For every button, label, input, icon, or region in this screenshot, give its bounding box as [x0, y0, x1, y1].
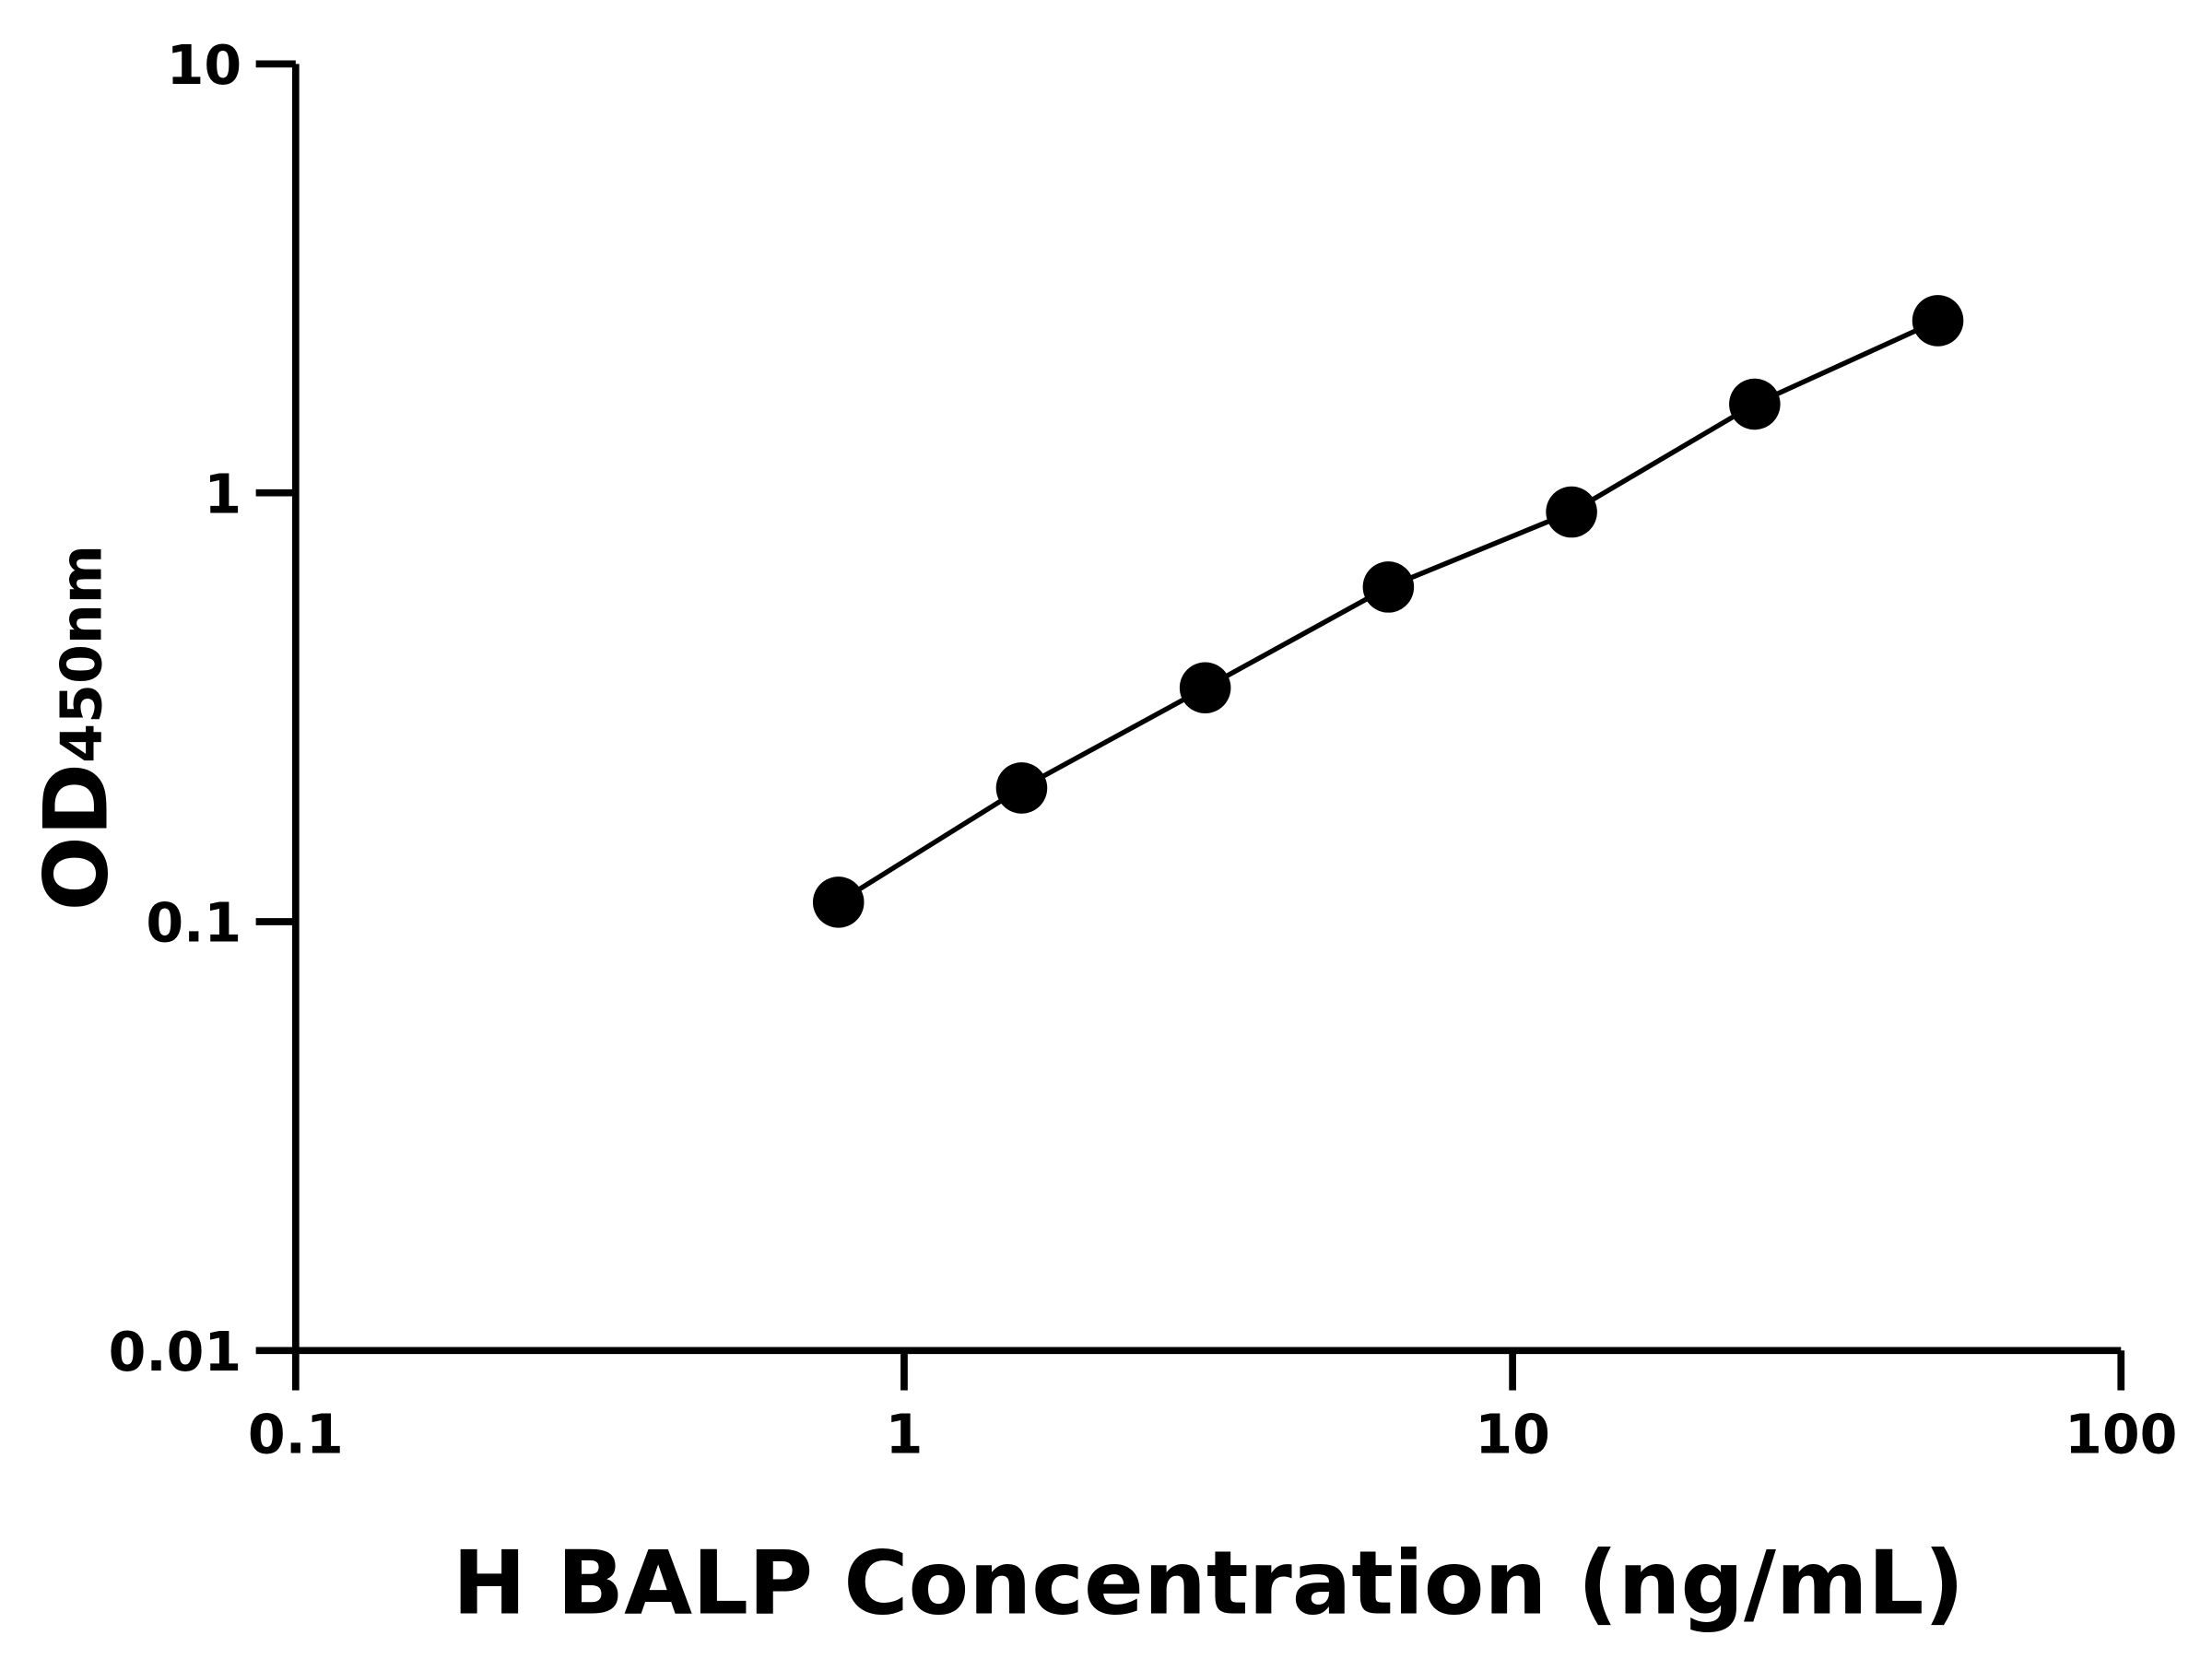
series [812, 295, 1964, 928]
x-tick-label: 100 [2065, 1403, 2177, 1465]
y-tick-label: 0.01 [109, 1321, 242, 1383]
y-axis-label-subscript: 450nm [49, 545, 115, 763]
x-tick-label: 10 [1475, 1403, 1550, 1465]
data-point [1179, 662, 1231, 714]
data-point [995, 762, 1048, 814]
y-tick-label: 10 [167, 34, 242, 97]
data-point [1729, 378, 1781, 430]
data-point [812, 877, 865, 928]
y-tick-label: 1 [204, 463, 241, 525]
y-axis-label-main: OD [25, 763, 128, 912]
y-tick-label: 0.1 [146, 892, 241, 955]
x-tick-label: 1 [886, 1403, 924, 1465]
data-point [1362, 561, 1415, 613]
data-point [1546, 486, 1597, 538]
x-axis-label: H BALP Concentration (ng/mL) [453, 1532, 1964, 1635]
axes [291, 64, 2122, 1355]
x-tick-label: 0.1 [248, 1403, 344, 1465]
y-axis-label: OD450nm [25, 545, 128, 912]
data-point [1912, 295, 1964, 347]
